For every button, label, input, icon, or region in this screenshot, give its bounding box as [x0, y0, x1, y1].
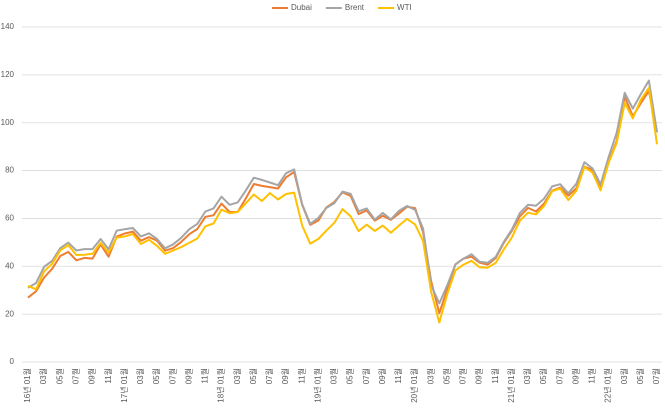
- x-tick-label: 03월: [329, 368, 339, 384]
- x-tick-label: 07월: [70, 368, 80, 384]
- y-tick-label: 100: [1, 118, 15, 127]
- y-tick-label: 80: [5, 166, 14, 175]
- x-tick-label: 09월: [183, 368, 193, 384]
- series-line: [27, 89, 658, 315]
- y-tick-label: 20: [5, 309, 14, 318]
- x-tick-label: 16년 01월: [22, 368, 32, 403]
- x-tick-label: 05월: [345, 368, 355, 384]
- x-tick-label: 05월: [248, 368, 258, 384]
- x-tick-label: 07월: [167, 368, 177, 384]
- x-tick-label: 09월: [570, 368, 580, 384]
- legend-label: Dubai: [291, 3, 312, 12]
- x-tick-label: 18년 01월: [216, 368, 226, 403]
- x-tick-label: 11월: [393, 368, 403, 384]
- legend-label: WTI: [397, 3, 412, 12]
- x-tick-label: 05월: [538, 368, 548, 384]
- legend-label: Brent: [345, 3, 365, 12]
- x-tick-label: 19년 01월: [312, 368, 322, 403]
- x-tick-label: 03월: [232, 368, 242, 384]
- x-tick-label: 05월: [54, 368, 64, 384]
- y-tick-label: 120: [1, 70, 15, 79]
- x-tick-label: 03월: [522, 368, 532, 384]
- x-tick-label: 05월: [441, 368, 451, 384]
- x-tick-label: 11월: [587, 368, 597, 384]
- x-tick-label: 11월: [296, 368, 306, 384]
- x-tick-label: 20년 01월: [409, 368, 419, 403]
- x-tick-label: 09월: [280, 368, 290, 384]
- x-tick-label: 11월: [103, 368, 113, 384]
- x-tick-label: 03월: [135, 368, 145, 384]
- x-tick-label: 03월: [38, 368, 48, 384]
- x-tick-label: 17년 01월: [119, 368, 129, 403]
- x-tick-label: 07월: [651, 368, 661, 384]
- x-tick-label: 09월: [87, 368, 97, 384]
- y-tick-label: 0: [10, 357, 15, 366]
- x-tick-label: 07월: [554, 368, 564, 384]
- y-tick-label: 60: [5, 214, 14, 223]
- y-tick-label: 40: [5, 261, 14, 270]
- x-tick-label: 03월: [619, 368, 629, 384]
- x-tick-label: 07월: [361, 368, 371, 384]
- x-tick-label: 05월: [151, 368, 161, 384]
- x-tick-label: 11월: [200, 368, 210, 384]
- x-tick-label: 11월: [490, 368, 500, 384]
- x-tick-label: 07월: [264, 368, 274, 384]
- x-tick-label: 03월: [425, 368, 435, 384]
- series-line: [27, 79, 658, 305]
- x-tick-label: 09월: [377, 368, 387, 384]
- y-tick-label: 140: [1, 22, 15, 31]
- x-tick-label: 09월: [474, 368, 484, 384]
- series-line: [27, 86, 658, 324]
- x-tick-label: 05월: [635, 368, 645, 384]
- x-tick-label: 21년 01월: [506, 368, 516, 403]
- x-tick-label: 22년 01월: [603, 368, 613, 403]
- x-tick-label: 07월: [458, 368, 468, 384]
